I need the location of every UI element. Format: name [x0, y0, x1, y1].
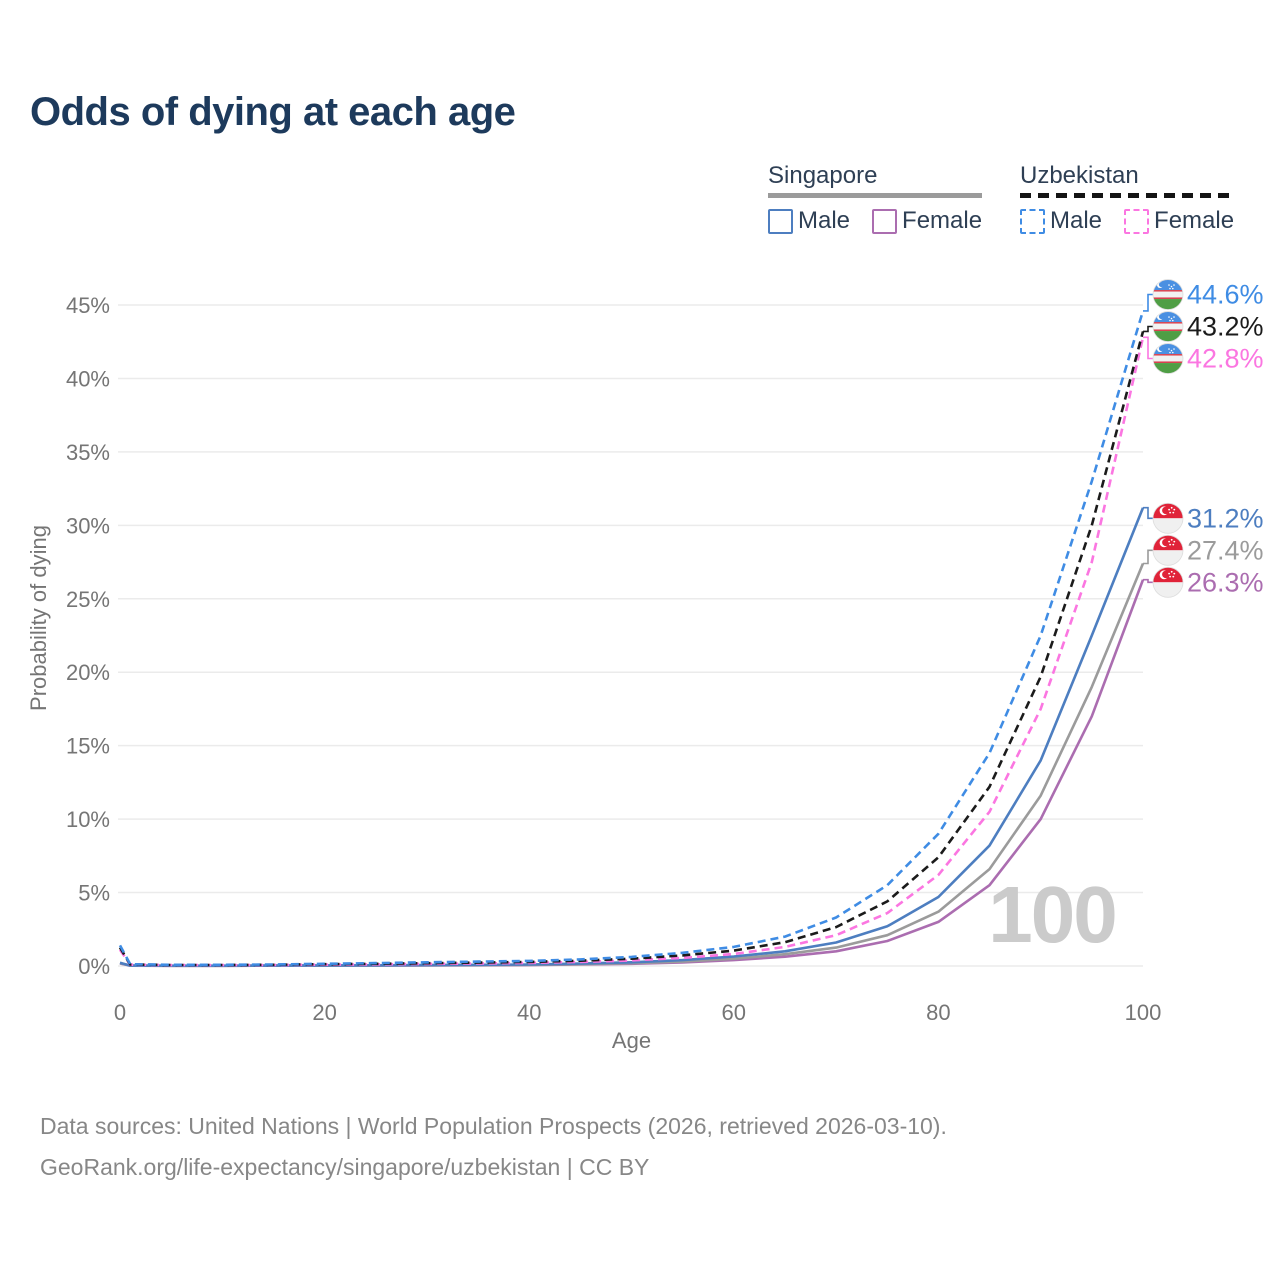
singapore-flag-icon: [1152, 566, 1184, 598]
x-tick-label: 40: [517, 1000, 541, 1025]
x-tick-label: 80: [926, 1000, 950, 1025]
x-tick-label: 100: [1125, 1000, 1162, 1025]
singapore-flag-icon: [1152, 502, 1184, 534]
end-label-uzbekistan-male: 44.6%: [1187, 280, 1264, 310]
x-tick-label: 0: [114, 1000, 126, 1025]
y-tick-label: 15%: [66, 734, 110, 759]
legend-label: Female: [1154, 207, 1235, 234]
end-label-connector: [1143, 578, 1153, 584]
attribution-text: GeoRank.org/life-expectancy/singapore/uz…: [40, 1154, 650, 1180]
end-label-connector: [1143, 549, 1153, 565]
y-tick-label: 35%: [66, 440, 110, 465]
y-tick-label: 0%: [78, 954, 110, 979]
legend-label: Female: [902, 207, 983, 234]
end-label-connector: [1143, 506, 1153, 520]
end-label-uzbekistan-female: 42.8%: [1187, 344, 1264, 374]
x-tick-label: 20: [312, 1000, 336, 1025]
singapore-female-checkbox-icon: [872, 208, 898, 234]
mortality-line-chart[interactable]: 0% 5% 10% 15% 20% 25% 30% 35% 40% 45% 0 20 40 60 80 100…: [0, 250, 1280, 1070]
y-tick-label: 45%: [66, 293, 110, 318]
footer: Data sources: United Nations | World Pop…: [40, 1106, 947, 1188]
uzbekistan-line-style-swatch: [1020, 193, 1235, 198]
legend-item-uzbekistan-female[interactable]: Female: [1124, 207, 1234, 235]
end-label-singapore-both-sexes: 27.4%: [1187, 535, 1264, 565]
legend-item-singapore-female[interactable]: Female: [872, 207, 982, 235]
series-line-uzbekistan-male: [118, 310, 1145, 967]
end-label-connector: [1143, 293, 1153, 312]
y-tick-label: 10%: [66, 807, 110, 832]
uzbekistan-flag-icon: [1152, 343, 1184, 374]
data-sources-text: Data sources: United Nations | World Pop…: [40, 1113, 947, 1139]
y-tick-label: 5%: [78, 881, 110, 906]
end-label-uzbekistan-both-sexes: 43.2%: [1187, 312, 1264, 342]
end-label-singapore-female: 26.3%: [1187, 567, 1264, 597]
series-line-uzbekistan-both-sexes: [118, 331, 1145, 967]
end-label-singapore-male: 31.2%: [1187, 503, 1264, 533]
legend-item-uzbekistan-male[interactable]: Male: [1020, 207, 1102, 235]
y-tick-label: 20%: [66, 660, 110, 685]
singapore-male-checkbox-icon: [768, 208, 793, 234]
uzbekistan-flag-icon: [1152, 279, 1184, 310]
uzbekistan-female-checkbox-icon: [1124, 208, 1150, 234]
legend-item-singapore-male[interactable]: Male: [768, 207, 850, 235]
end-label-connector: [1143, 336, 1153, 360]
uzbekistan-male-checkbox-icon: [1020, 208, 1045, 234]
y-tick-label: 30%: [66, 513, 110, 538]
singapore-flag-icon: [1152, 534, 1184, 566]
page-title: Odds of dying at each age: [30, 90, 516, 134]
y-tick-label: 25%: [66, 587, 110, 612]
hover-age-watermark: 100: [988, 870, 1115, 959]
legend-label: Male: [1050, 207, 1103, 234]
uzbekistan-flag-icon: [1152, 311, 1184, 342]
legend-header-uzbekistan[interactable]: Uzbekistan: [1020, 162, 1139, 189]
singapore-line-style-swatch: [768, 193, 983, 198]
y-axis-title: Probability of dying: [26, 525, 51, 711]
x-tick-label: 60: [722, 1000, 746, 1025]
legend-label: Male: [798, 207, 851, 234]
x-axis-title: Age: [612, 1028, 651, 1053]
legend-group-uzbekistan: Uzbekistan Male Female: [1020, 162, 1235, 235]
y-tick-label: 40%: [66, 366, 110, 391]
legend-group-singapore: Singapore Male Female: [768, 162, 983, 235]
plot-hover-area[interactable]: [120, 290, 1143, 966]
chart-area: 0% 5% 10% 15% 20% 25% 30% 35% 40% 45% 0 20 40 60 80 100…: [0, 250, 1280, 1070]
legend-header-singapore[interactable]: Singapore: [768, 162, 878, 189]
end-label-connector: [1143, 325, 1153, 333]
